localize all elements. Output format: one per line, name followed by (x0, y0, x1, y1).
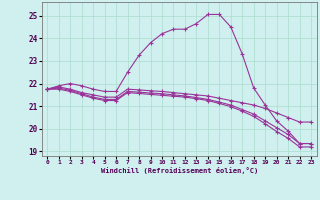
X-axis label: Windchill (Refroidissement éolien,°C): Windchill (Refroidissement éolien,°C) (100, 167, 258, 174)
